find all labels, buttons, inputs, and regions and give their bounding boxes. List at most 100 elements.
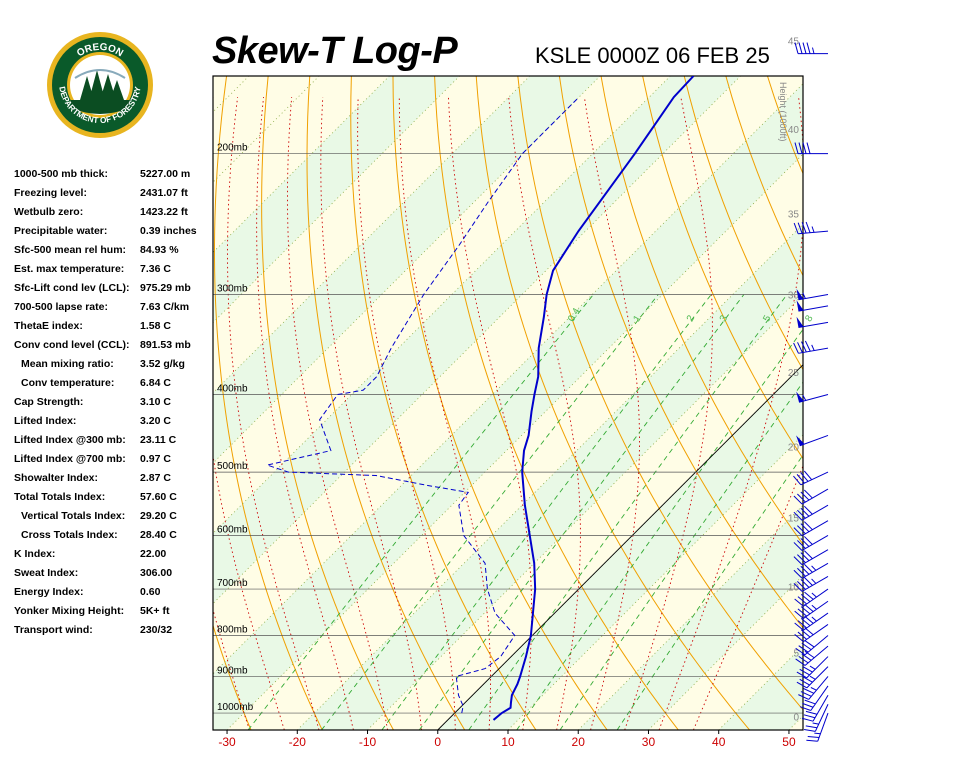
- wind-barb-feather: [800, 606, 811, 615]
- wind-barb-feather: [797, 631, 808, 640]
- wind-barb-feather: [793, 527, 803, 537]
- zero-isotherm: [437, 364, 803, 730]
- wind-barb-feather: [805, 221, 811, 233]
- wind-barb-feather: [793, 511, 803, 521]
- index-row: Conv temperature: 6.84 C: [14, 377, 214, 396]
- dry-adiabat: [350, 76, 537, 730]
- wind-barb-staff: [800, 471, 829, 486]
- pressure-label: 500mb: [217, 461, 248, 472]
- wind-barb-feather: [801, 222, 807, 234]
- wind-barb-feather: [799, 668, 810, 676]
- wind-barb-feather: [797, 608, 808, 617]
- wind-barb-staff: [801, 488, 829, 505]
- wind-barb: [794, 612, 829, 631]
- wind-barb: [794, 142, 828, 155]
- dewpoint-trace: [265, 96, 580, 714]
- station-time-label: KSLE 0000Z 06 FEB 25: [535, 43, 770, 68]
- wind-barb-feather: [802, 142, 807, 154]
- index-row: Cap Strength: 3.10 C: [14, 396, 214, 415]
- x-tick-label: 40: [712, 735, 726, 749]
- index-row: Showalter Index: 2.87 C: [14, 472, 214, 491]
- wind-barb-staff: [817, 712, 829, 742]
- wind-barb: [793, 340, 829, 354]
- index-row: ThetaE index: 1.58 C: [14, 320, 214, 339]
- dry-adiabat: [600, 76, 803, 546]
- moist-adiabat: [213, 97, 285, 730]
- stability-indices-panel: 1000-500 mb thick: 5227.00 m Freezing leve…: [14, 168, 214, 643]
- wind-barb-feather: [800, 617, 811, 627]
- index-row: Wetbulb zero: 1423.22 ft: [14, 206, 214, 225]
- wind-barb-feather: [797, 493, 806, 503]
- x-tick-label: -30: [218, 735, 236, 749]
- wind-barb-staff: [801, 575, 829, 592]
- index-value: 5227.00 m: [140, 168, 191, 180]
- wind-barb-feather: [801, 341, 807, 353]
- wind-barb-feather: [800, 565, 810, 575]
- isotherm: [213, 76, 250, 113]
- logo-mountain-icon: [74, 69, 126, 79]
- pressure-label: 800mb: [217, 624, 248, 635]
- moist-adiabat: [658, 97, 803, 730]
- wind-barb: [793, 470, 829, 486]
- index-value: 3.10 C: [140, 396, 171, 408]
- index-row: Sweat Index: 306.00: [14, 567, 214, 586]
- x-tick-label: 50: [782, 735, 796, 749]
- index-row: Lifted Index: 3.20 C: [14, 415, 214, 434]
- wind-barb: [794, 600, 829, 619]
- wind-barb-feather: [794, 622, 804, 631]
- wind-barb-feather: [805, 725, 818, 729]
- wind-barb-staff: [798, 294, 829, 301]
- wind-barb: [796, 666, 829, 689]
- height-tick-label: 30: [788, 291, 800, 302]
- index-value: 28.40 C: [140, 529, 177, 541]
- wind-barb: [796, 656, 829, 679]
- wind-barb-feather: [800, 538, 810, 547]
- wind-barb-feather: [798, 694, 809, 700]
- temperature-trace: [492, 76, 695, 721]
- wind-barb-feather: [803, 577, 813, 586]
- moist-adiabat: [227, 97, 320, 730]
- wind-barb: [796, 316, 829, 329]
- wind-barb-staff: [801, 535, 829, 551]
- wind-barb-half-feather: [812, 47, 815, 54]
- index-label: Sfc-500 mean rel hum:: [14, 244, 127, 256]
- wind-barb-half-feather: [811, 226, 815, 233]
- mixing-ratio-label: 3: [718, 313, 731, 324]
- wind-barb-feather: [800, 491, 810, 501]
- pressure-label: 300mb: [217, 284, 248, 295]
- dry-adiabat: [642, 76, 803, 460]
- wind-barb-feather: [797, 525, 806, 535]
- height-axis-label: Height (1000ft): [778, 82, 788, 142]
- index-row: Yonker Mixing Height: 5K+ ft: [14, 605, 214, 624]
- green-band: [718, 645, 803, 730]
- wind-barb-feather: [798, 142, 803, 154]
- moist-adiabat: [447, 97, 533, 730]
- wind-barb: [796, 391, 829, 403]
- wind-barb: [793, 535, 829, 551]
- height-tick-label: 20: [788, 442, 800, 453]
- wind-barb-feather: [804, 640, 815, 648]
- wind-barb-feather: [804, 591, 814, 600]
- wind-barb-feather: [801, 717, 814, 722]
- wind-barb-feather: [799, 706, 811, 711]
- wind-barb-staff: [803, 624, 829, 643]
- moist-adiabat: [213, 607, 250, 730]
- wind-barb-feather: [797, 567, 806, 577]
- pressure-label: 700mb: [217, 578, 248, 589]
- wind-barb-half-feather: [811, 616, 817, 622]
- wind-barb-staff: [814, 704, 829, 732]
- index-row: Est. max temperature: 7.36 C: [14, 263, 214, 282]
- isotherm: [788, 715, 803, 730]
- pressure-label: 400mb: [217, 384, 248, 395]
- wind-barb: [794, 42, 828, 55]
- wind-barb-feather: [803, 521, 813, 531]
- wind-barb: [793, 504, 829, 521]
- height-tick-label: 25: [788, 368, 800, 379]
- index-row: Vertical Totals Index: 29.20 C: [14, 510, 214, 529]
- x-tick-label: 0: [434, 735, 441, 749]
- index-value: 22.00: [140, 548, 167, 560]
- moist-adiabat: [583, 97, 640, 730]
- wind-barb-staff: [808, 676, 829, 700]
- wind-barb-feather: [793, 569, 803, 579]
